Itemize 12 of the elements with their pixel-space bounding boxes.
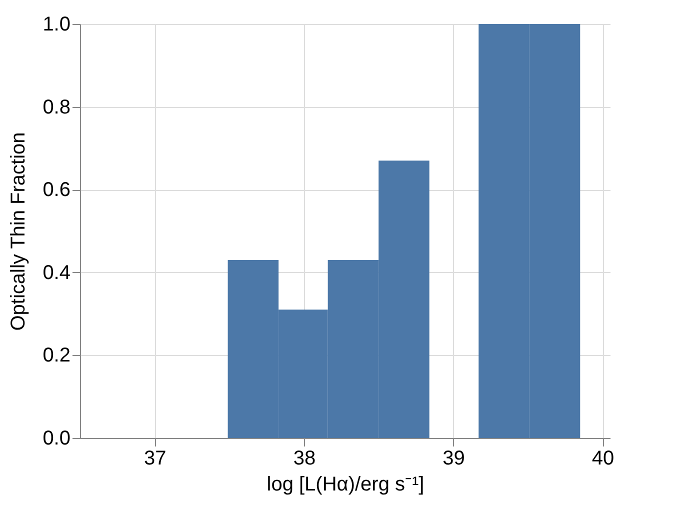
y-tick-label: 1.0 (42, 14, 70, 36)
y-tick-label: 0.4 (42, 262, 70, 284)
y-tick-label: 0.2 (42, 344, 70, 367)
x-tick-label: 37 (144, 448, 166, 470)
x-tick-label: 39 (442, 448, 465, 470)
y-tick-label: 0.8 (42, 96, 70, 118)
x-axis-title: log [L(Hα)/erg s⁻¹] (266, 474, 424, 496)
y-tick-label: 0.6 (42, 179, 70, 202)
y-axis-title: Optically Thin Fraction (8, 132, 30, 331)
y-tick-label: 0.0 (42, 428, 70, 450)
x-tick-label: 40 (592, 448, 614, 470)
x-tick-label: 38 (293, 448, 316, 470)
